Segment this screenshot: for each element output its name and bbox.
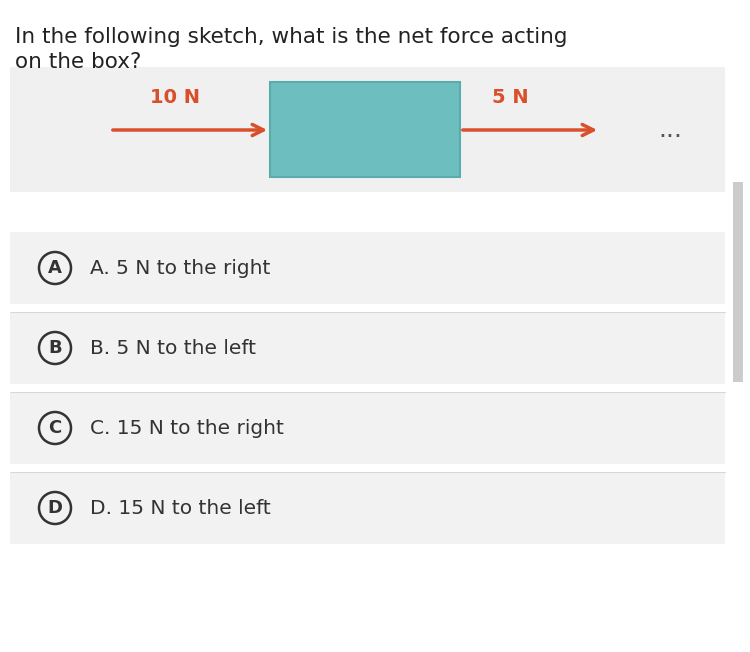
- Text: A. 5 N to the right: A. 5 N to the right: [90, 258, 270, 278]
- Text: on the box?: on the box?: [15, 52, 141, 72]
- Text: D. 15 N to the left: D. 15 N to the left: [90, 499, 271, 518]
- Bar: [10, 232, 725, 304]
- Text: 5 N: 5 N: [492, 88, 528, 107]
- Bar: [10, 392, 725, 464]
- Bar: [10, 472, 725, 544]
- Text: ...: ...: [658, 118, 682, 142]
- Text: 10 N: 10 N: [150, 88, 200, 107]
- Text: C: C: [48, 419, 62, 437]
- Text: B: B: [48, 339, 62, 357]
- Text: B. 5 N to the left: B. 5 N to the left: [90, 338, 256, 357]
- Text: C. 15 N to the right: C. 15 N to the right: [90, 419, 284, 437]
- Bar: [10, 67, 725, 192]
- Text: A: A: [48, 259, 62, 277]
- Text: In the following sketch, what is the net force acting: In the following sketch, what is the net…: [15, 27, 568, 47]
- Bar: [270, 82, 460, 177]
- Bar: [10, 312, 725, 384]
- Bar: [733, 182, 743, 382]
- Text: D: D: [47, 499, 62, 517]
